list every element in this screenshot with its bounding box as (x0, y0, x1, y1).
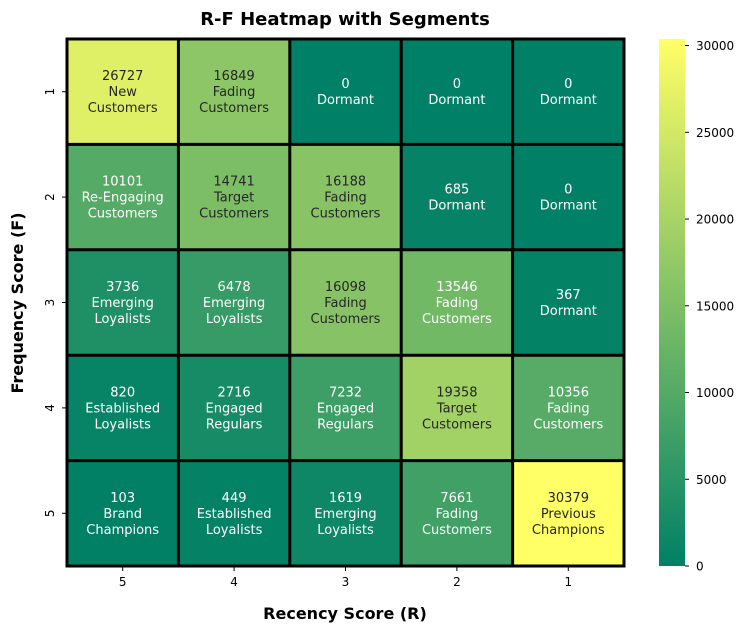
heatmap-cell (178, 355, 290, 461)
heatmap-grid (65, 37, 626, 568)
colorbar-tick-label: 30000 (696, 39, 734, 53)
cell-label: 7661 Fading Customers (422, 491, 492, 538)
chart-title: R-F Heatmap with Segments (200, 9, 490, 30)
cell-label: 367 Dormant (540, 288, 597, 319)
x-tick-label: 3 (342, 575, 350, 589)
y-tick-label: 3 (43, 299, 57, 307)
cell-label: 30379 Previous Champions (532, 491, 605, 538)
heatmap-cell (67, 144, 179, 250)
cell-label: 2716 Engaged Regulars (206, 385, 263, 432)
heatmap-cell (178, 144, 290, 250)
cell-label: 13546 Fading Customers (422, 280, 492, 327)
heatmap-cell (178, 460, 290, 566)
cell-label: 10356 Fading Customers (533, 385, 603, 432)
colorbar-ticks: 0 5000 10000 15000 20000 25000 30000 (685, 39, 734, 574)
x-tick-label: 2 (453, 575, 461, 589)
heatmap-cells: 26727 New Customers 16849 Fading Customers 0 Do… (67, 39, 624, 566)
heatmap-cell (401, 144, 513, 250)
cell-label: 685 Dormant (428, 183, 485, 214)
cell-label: 103 Brand Champions (86, 491, 159, 538)
colorbar (659, 39, 685, 566)
cell-label: 16188 Fading Customers (311, 175, 381, 222)
y-tick-label: 5 (43, 509, 57, 517)
cell-label: 820 Established Loyalists (85, 385, 160, 432)
colorbar-tick-label: 5000 (696, 473, 727, 487)
x-tick-label: 1 (564, 575, 572, 589)
heatmap-cell (512, 144, 624, 250)
colorbar-tick-label: 20000 (696, 213, 734, 227)
heatmap-cell (289, 355, 402, 461)
colorbar-tick-label: 0 (696, 560, 704, 574)
x-axis-ticks: 5 4 3 2 1 (119, 566, 572, 589)
cell-label: 6478 Emerging Loyalists (203, 280, 265, 327)
heatmap-cell (289, 144, 402, 250)
colorbar-tick-label: 15000 (696, 299, 734, 313)
heatmap-cell (512, 39, 624, 145)
cell-label: 26727 New Customers (88, 69, 158, 116)
heatmap-cell (401, 355, 513, 461)
cell-label: 7232 Engaged Regulars (317, 385, 374, 432)
y-axis-ticks: 1 2 3 4 5 (43, 88, 67, 517)
heatmap-cell (512, 249, 624, 356)
cell-label: 19358 Target Customers (422, 385, 492, 432)
y-tick-label: 2 (43, 193, 57, 201)
cell-label: 0 Dormant (540, 77, 597, 108)
cell-label: 16849 Fading Customers (199, 69, 269, 116)
y-axis-label: Frequency Score (F) (8, 212, 27, 393)
heatmap-cell (178, 39, 290, 145)
y-tick-label: 1 (43, 88, 57, 96)
heatmap-cell (401, 39, 513, 145)
heatmap-cell (178, 249, 290, 356)
heatmap-cell (512, 355, 624, 461)
heatmap-cell (67, 39, 179, 145)
y-tick-label: 4 (43, 404, 57, 412)
cell-label: 3736 Emerging Loyalists (92, 280, 154, 327)
heatmap-cell (67, 249, 179, 356)
cell-label: 449 Established Loyalists (197, 491, 272, 538)
heatmap-cell (289, 39, 402, 145)
colorbar-tick-label: 10000 (696, 386, 734, 400)
cell-label: 0 Dormant (317, 77, 374, 108)
cell-label: 0 Dormant (428, 77, 485, 108)
heatmap-cell (289, 460, 402, 566)
colorbar-tick-label: 25000 (696, 126, 734, 140)
cell-label: 1619 Emerging Loyalists (314, 491, 376, 538)
cell-label: 10101 Re-Engaging Customers (82, 175, 164, 222)
x-axis-label: Recency Score (R) (263, 604, 427, 623)
cell-label: 0 Dormant (540, 183, 597, 214)
heatmap-cell (67, 355, 179, 461)
heatmap-cell (401, 460, 513, 566)
x-tick-label: 5 (119, 575, 127, 589)
heatmap-cell (289, 249, 402, 356)
heatmap-cell (512, 460, 624, 566)
heatmap-cell (67, 460, 179, 566)
cell-label: 14741 Target Customers (199, 175, 269, 222)
x-tick-label: 4 (230, 575, 238, 589)
heatmap-cell (401, 249, 513, 356)
cell-label: 16098 Fading Customers (311, 280, 381, 327)
